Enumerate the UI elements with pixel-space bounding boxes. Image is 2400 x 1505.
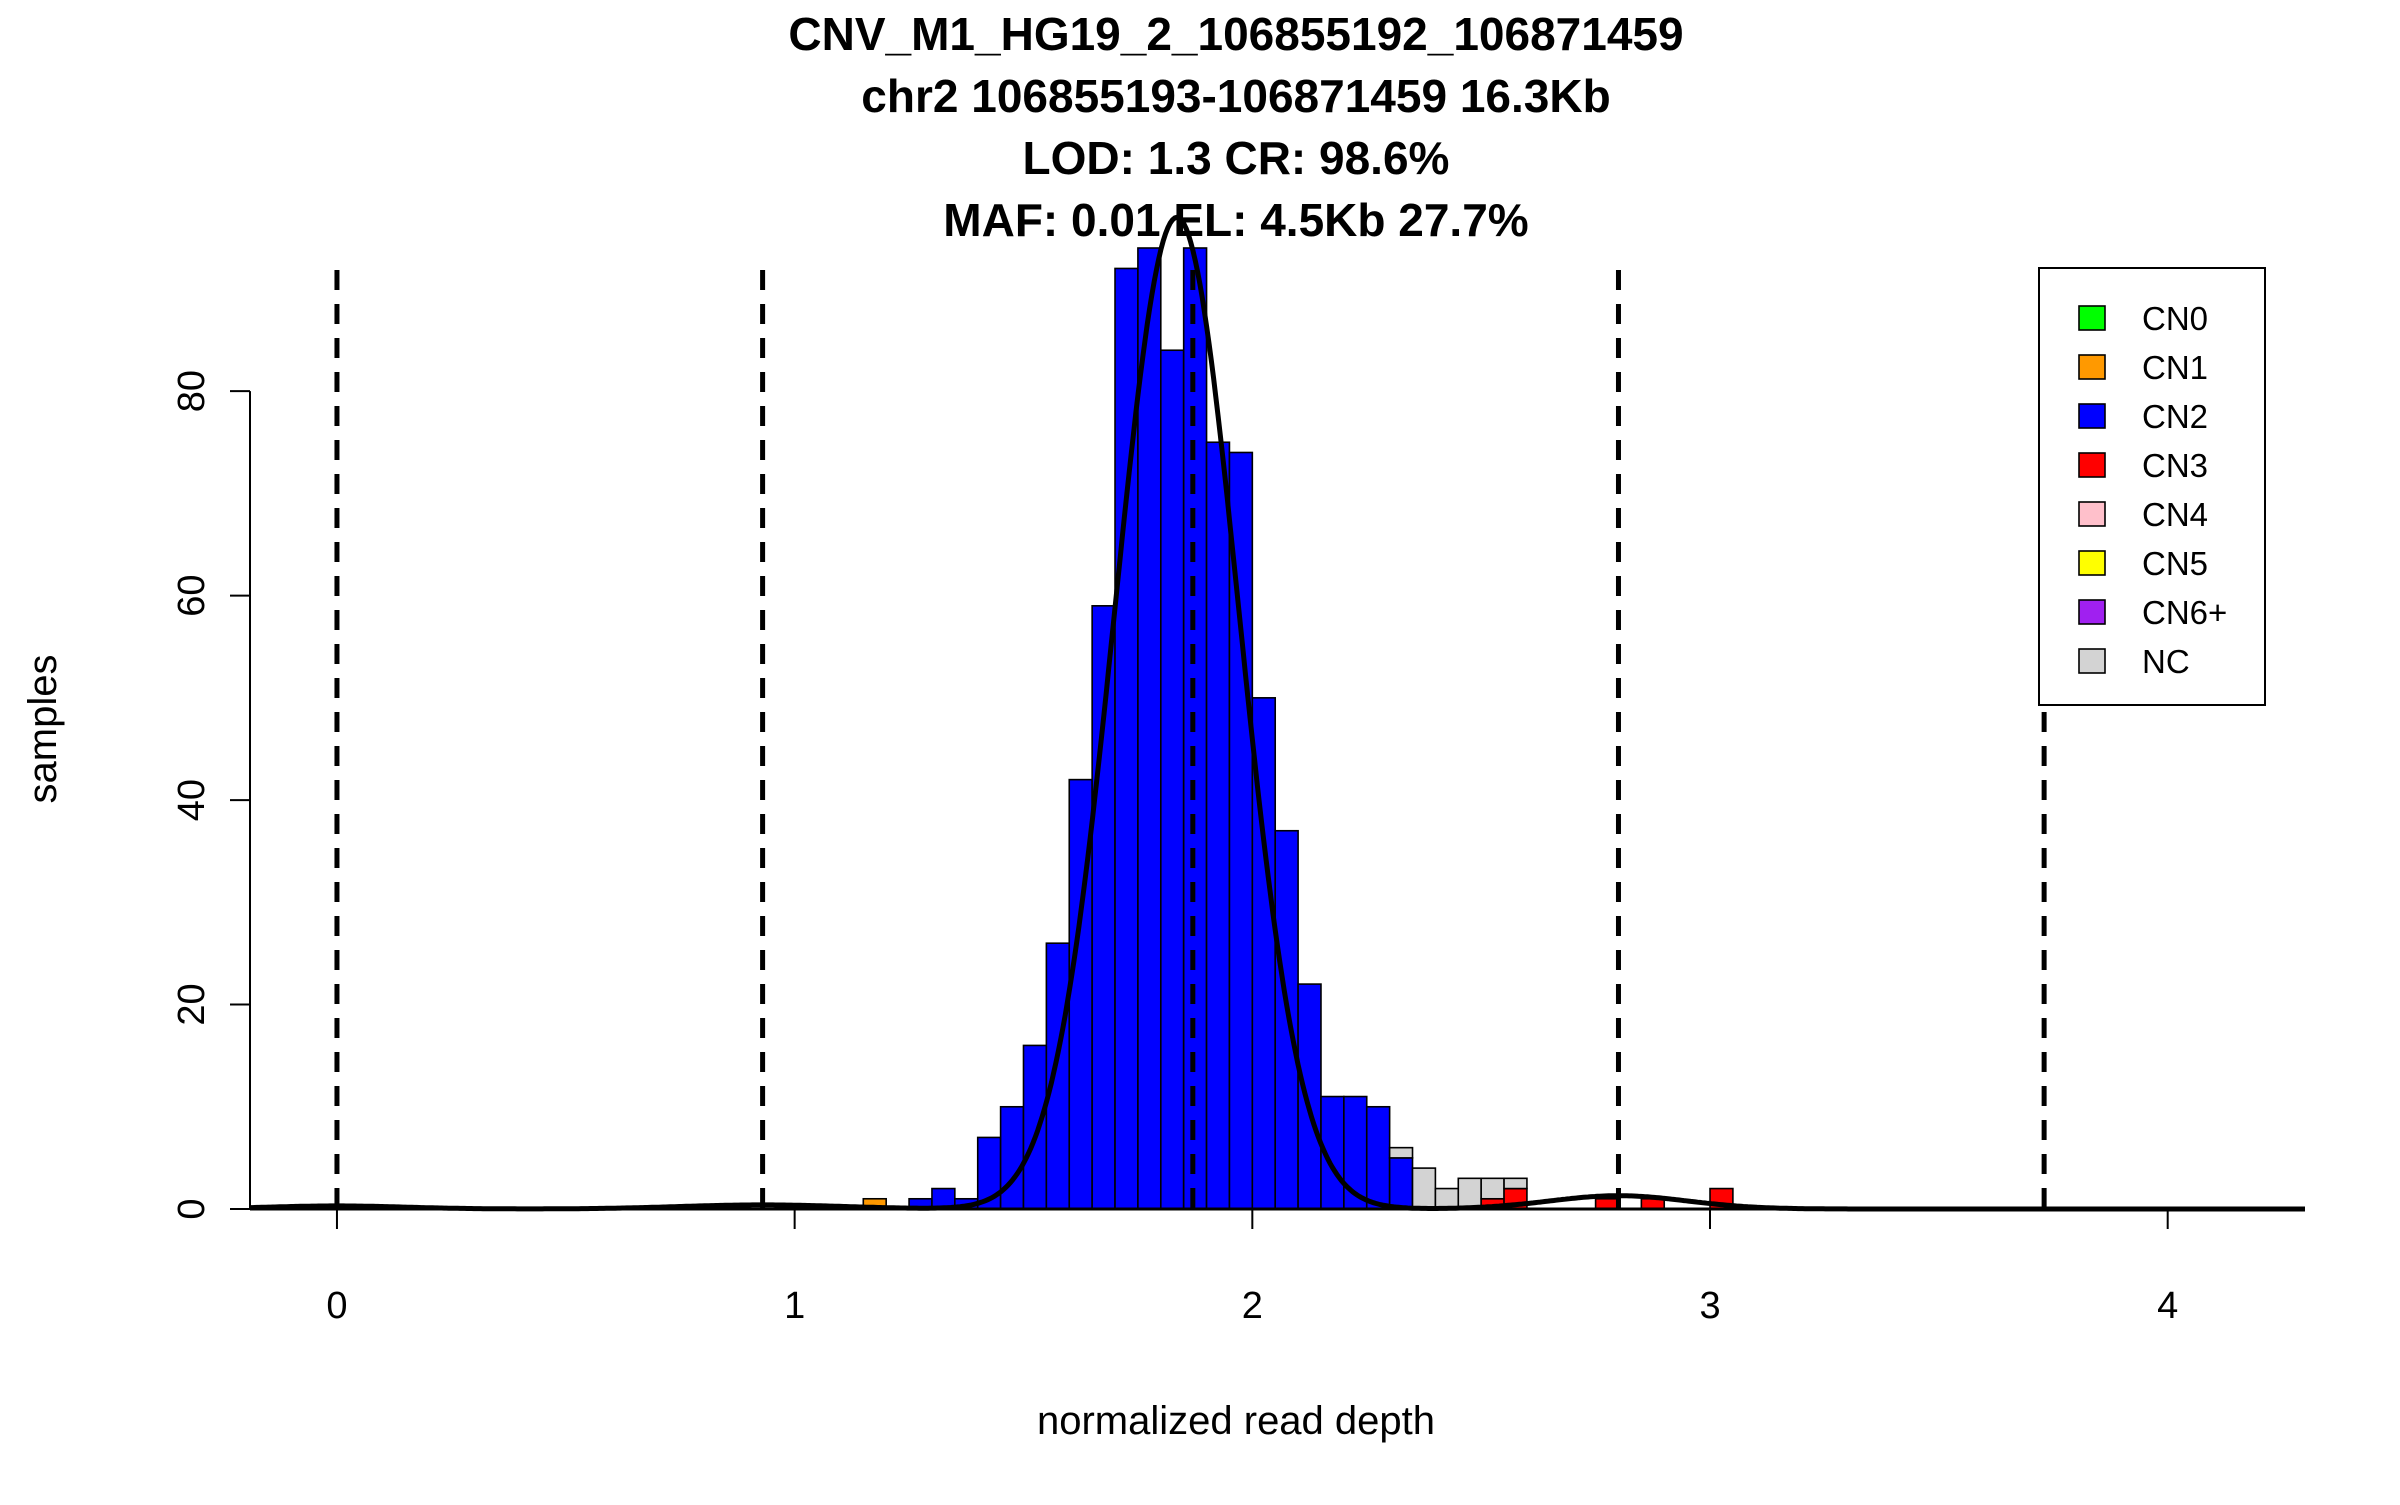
bar-cn2 (1205, 441, 1231, 1210)
chart-title-line-3: LOD: 1.3 CR: 98.6% (1023, 132, 1450, 184)
chart-title-block: CNV_M1_HG19_2_106855192_106871459 chr2 1… (788, 8, 1683, 246)
bar-nc (1388, 1146, 1414, 1159)
bar-cn2 (999, 1105, 1025, 1210)
legend-box (2038, 267, 2266, 706)
y-tick-label: 40 (171, 779, 213, 821)
x-axis-label: normalized read depth (1037, 1399, 1435, 1443)
bar-cn2 (1045, 942, 1071, 1210)
legend-label: CN1 (2142, 349, 2208, 386)
chart-legend: CN0 CN1 CN2 CN3 CN4 CN5 CN6+ NC (2038, 267, 2266, 706)
axes: 0 20 40 60 80 0 1 2 3 4 (171, 370, 2305, 1327)
bar-cn3 (1594, 1197, 1620, 1210)
legend-label: CN6+ (2142, 594, 2227, 631)
x-tick-label: 1 (784, 1285, 805, 1327)
bar-nc (1411, 1167, 1437, 1210)
legend-label: CN4 (2142, 496, 2208, 533)
x-tick-label: 0 (326, 1285, 347, 1327)
bar-cn2 (1388, 1157, 1414, 1210)
bar-cn2 (1159, 349, 1185, 1210)
legend-swatch (2078, 599, 2106, 625)
chart-title-line-4: MAF: 0.01 EL: 4.5Kb 27.7% (943, 194, 1528, 246)
y-tick-label: 60 (171, 574, 213, 616)
x-tick-label: 2 (1242, 1285, 1263, 1327)
legend-swatch (2078, 501, 2106, 527)
legend-swatch (2078, 354, 2106, 380)
legend-label: NC (2142, 643, 2190, 680)
legend-swatch (2078, 305, 2106, 331)
chart-title-line-1: CNV_M1_HG19_2_106855192_106871459 (788, 8, 1683, 60)
y-tick-label: 0 (171, 1198, 213, 1219)
bar-cn2 (1137, 247, 1162, 1210)
bar-nc (1457, 1177, 1482, 1210)
y-tick-label: 20 (171, 983, 213, 1025)
legend-label: CN5 (2142, 545, 2208, 582)
y-tick-label: 80 (171, 370, 213, 412)
legend-swatch (2078, 452, 2106, 478)
bar-cn2 (1274, 829, 1299, 1210)
bar-nc (1503, 1177, 1528, 1190)
legend-label: CN3 (2142, 447, 2208, 484)
bar-cn2 (1022, 1044, 1048, 1210)
y-axis-label: samples (21, 655, 65, 804)
x-tick-label: 4 (2157, 1285, 2178, 1327)
legend-label: CN2 (2142, 398, 2208, 435)
legend-swatch (2078, 648, 2106, 674)
legend-swatch (2078, 403, 2106, 429)
legend-label: CN0 (2142, 300, 2208, 337)
chart-title-line-2: chr2 106855193-106871459 16.3Kb (861, 70, 1610, 122)
x-tick-label: 3 (1699, 1285, 1720, 1327)
bar-cn2 (1297, 983, 1322, 1210)
cn-boundary-lines (334, 270, 2047, 1209)
legend-swatch (2078, 550, 2106, 576)
bar-nc (1480, 1177, 1505, 1200)
bar-cn2 (1365, 1105, 1391, 1210)
